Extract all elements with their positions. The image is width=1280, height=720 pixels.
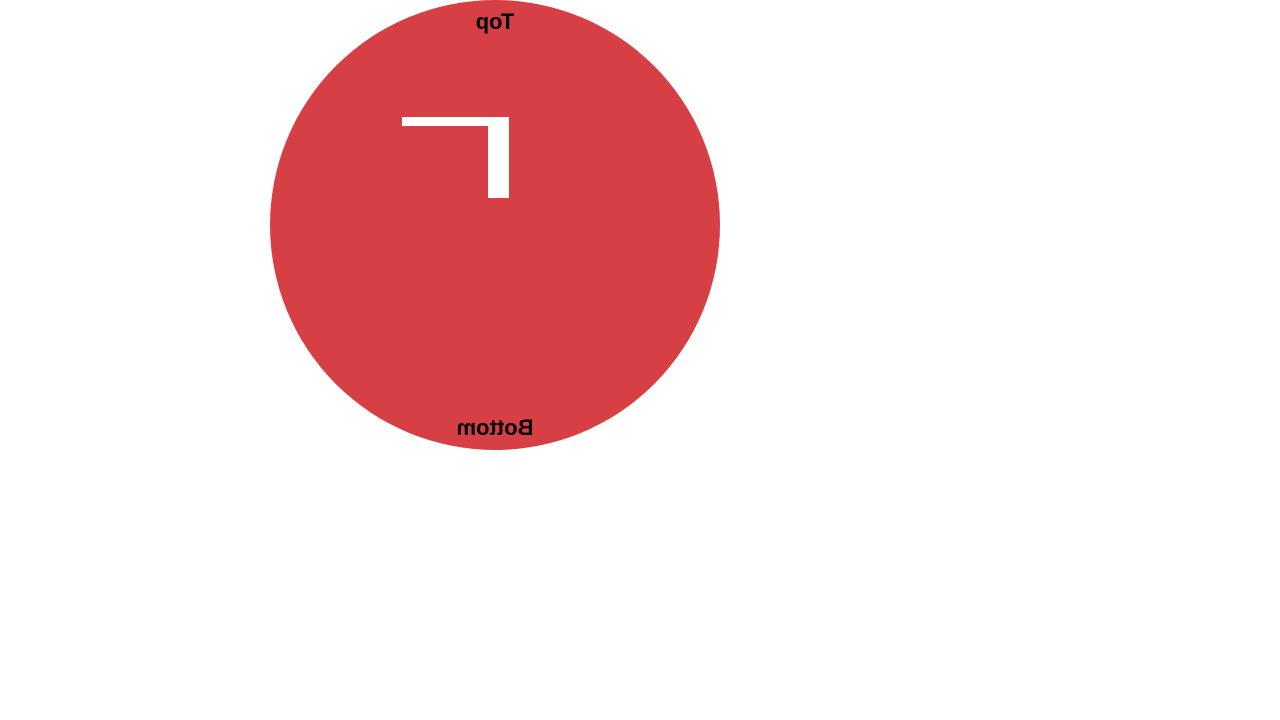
red-disc: Top Bottom (270, 0, 720, 450)
corner-mark-vertical (488, 117, 509, 198)
top-label: Top (475, 9, 515, 34)
bottom-label: Bottom (456, 415, 534, 440)
